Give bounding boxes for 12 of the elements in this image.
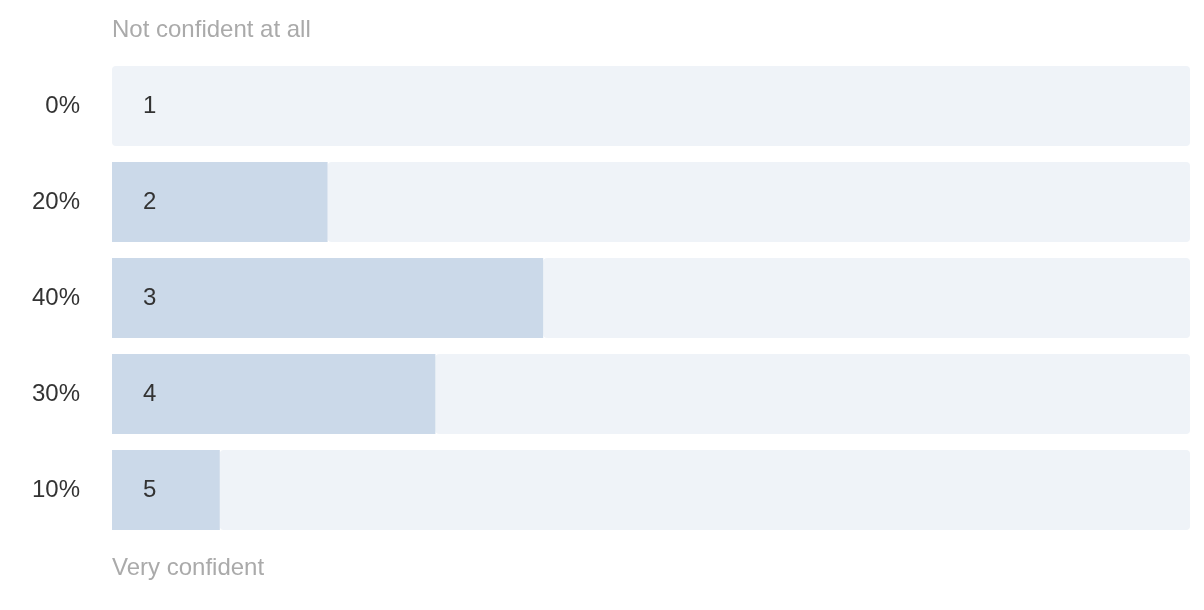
y-tick-label: 2 [143, 186, 157, 214]
y-tick-label: 4 [143, 378, 157, 406]
data-label: 20% [31, 186, 80, 214]
text: Very confident [112, 552, 265, 580]
y-tick-label: 3 [143, 282, 157, 310]
y-tick-label: 5 [143, 474, 157, 502]
data-label: 40% [31, 282, 80, 310]
data-label: 10% [31, 474, 80, 502]
y-tick-label: 1 [143, 90, 157, 118]
text: Not confident at all [112, 14, 311, 42]
data-label: 0% [45, 90, 80, 118]
data-label: 30% [31, 378, 80, 406]
